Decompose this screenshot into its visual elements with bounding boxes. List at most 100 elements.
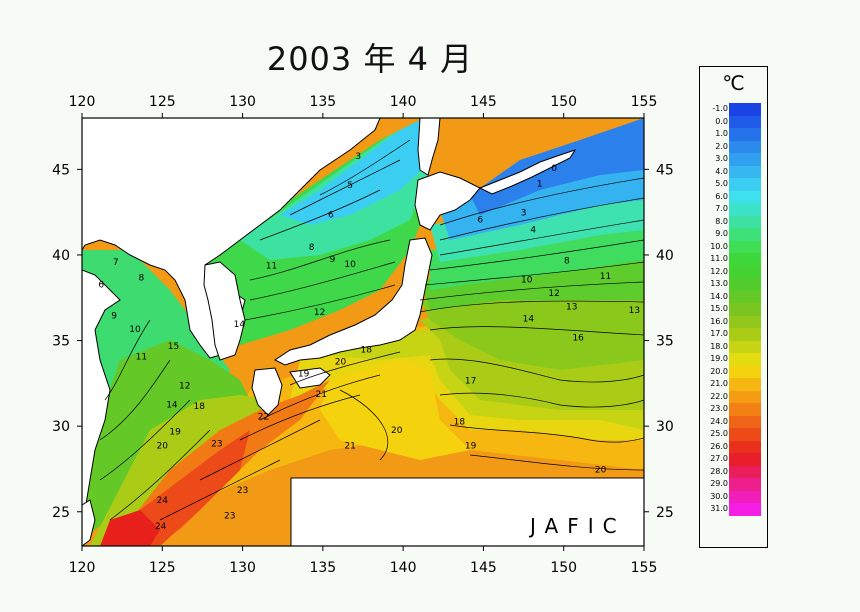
legend-label: 10.0 <box>710 241 728 251</box>
contour-label: 21 <box>344 441 355 451</box>
legend-row: 6.0 <box>700 190 767 203</box>
contour-label: 15 <box>168 342 179 352</box>
land-shikoku <box>289 367 331 389</box>
isotherm <box>104 319 151 401</box>
legend-row: 21.0 <box>700 378 767 391</box>
lon-tick-label: 150 <box>550 560 577 576</box>
sst-south-25 <box>100 510 160 546</box>
legend-label: 28.0 <box>710 466 728 476</box>
contour-label: 13 <box>629 306 640 316</box>
legend-swatch <box>729 278 761 291</box>
isotherm <box>249 261 396 301</box>
isotherm <box>419 281 644 301</box>
legend-unit: ℃ <box>722 71 745 95</box>
isotherm <box>429 326 644 336</box>
isotherm <box>319 139 411 196</box>
contour-label: 10 <box>344 260 356 270</box>
isotherm <box>439 177 644 226</box>
sst-band-2 <box>470 118 644 215</box>
contour-label: 18 <box>454 417 466 427</box>
legend-row: 10.0 <box>700 240 767 253</box>
lon-tick-label: 125 <box>149 560 176 576</box>
legend-label: 11.0 <box>710 254 728 263</box>
legend-swatch <box>729 253 761 266</box>
lat-tick-label: 45 <box>52 162 70 178</box>
sst-sea-of-japan-cold <box>280 120 432 225</box>
legend-swatch <box>729 178 761 191</box>
contour-label: 24 <box>157 496 169 506</box>
legend-label: 7.0 <box>715 204 728 213</box>
isotherm <box>469 454 644 471</box>
land-hokkaido <box>414 171 481 231</box>
contour-label: 19 <box>169 428 181 438</box>
isotherm <box>289 351 401 386</box>
legend-label: -1.0 <box>712 104 728 113</box>
contour-label: 23 <box>224 512 235 522</box>
legend-swatch <box>729 378 761 391</box>
legend-swatch <box>729 228 761 241</box>
legend-row: 19.0 <box>700 353 767 366</box>
land-taiwan <box>82 499 96 546</box>
lat-tick-label: 45 <box>656 162 674 178</box>
land-sakhalin <box>417 118 441 176</box>
contour-label: 11 <box>136 352 147 362</box>
legend-row: 0.0 <box>700 115 767 128</box>
contour-label: 12 <box>179 381 190 391</box>
isotherm <box>244 284 396 321</box>
legend-label: 6.0 <box>715 191 728 201</box>
legend-swatch <box>729 428 761 441</box>
lon-tick-label: 155 <box>631 560 658 576</box>
contour-label: 14 <box>523 315 535 325</box>
contour-label: 7 <box>113 258 119 268</box>
isotherm <box>99 399 191 481</box>
contour-label: 22 <box>258 412 269 422</box>
legend-label: 30.0 <box>710 491 728 501</box>
legend-swatch <box>729 303 761 316</box>
isotherm <box>449 424 644 443</box>
contour-label: 3 <box>355 152 361 162</box>
lat-tick-label: 25 <box>656 505 674 521</box>
legend-row: 5.0 <box>700 178 767 191</box>
legend-swatch <box>729 328 761 341</box>
legend-swatch <box>729 103 761 116</box>
legend-row: 26.0 <box>700 440 767 453</box>
legend-swatch <box>729 365 761 378</box>
legend-row: 31.0 <box>700 503 767 516</box>
legend-label: 8.0 <box>715 216 728 226</box>
land-honshu <box>274 237 433 366</box>
contour-label: 12 <box>548 289 559 299</box>
land-kyushu <box>251 367 283 416</box>
legend-label: 24.0 <box>710 416 728 426</box>
isotherm <box>439 219 644 256</box>
legend-row: 17.0 <box>700 328 767 341</box>
legend-swatch <box>729 153 761 166</box>
land-korea <box>203 261 246 361</box>
legend-swatch <box>729 140 761 153</box>
isotherm <box>249 239 391 281</box>
legend-row: 22.0 <box>700 390 767 403</box>
contour-label: 9 <box>111 311 117 321</box>
contour-label: 16 <box>572 334 584 344</box>
contour-label: 5 <box>347 181 353 191</box>
legend-swatch <box>729 440 761 453</box>
legend-row: 20.0 <box>700 365 767 378</box>
legend-swatch <box>729 453 761 466</box>
contour-label: 6 <box>98 280 104 290</box>
legend-label: 27.0 <box>710 454 728 463</box>
legend-row: 29.0 <box>700 478 767 491</box>
lat-tick-label: 40 <box>656 248 674 264</box>
legend-row: -1.0 <box>700 103 767 116</box>
legend-swatch <box>729 403 761 416</box>
contour-label: 11 <box>600 272 611 282</box>
lon-tick-label: 130 <box>229 560 256 576</box>
lon-tick-label: 120 <box>69 560 96 576</box>
lon-tick-label: 135 <box>309 94 336 110</box>
isotherm <box>439 197 644 241</box>
contour-labels: 3568910111214151920182122212023232324241… <box>98 152 640 532</box>
contour-label: 10 <box>129 325 141 335</box>
legend-swatch <box>729 340 761 353</box>
legend-row: 16.0 <box>700 315 767 328</box>
contour-label: 6 <box>328 210 334 220</box>
contour-label: 0 <box>551 164 557 174</box>
contour-label: 1 <box>537 179 543 189</box>
